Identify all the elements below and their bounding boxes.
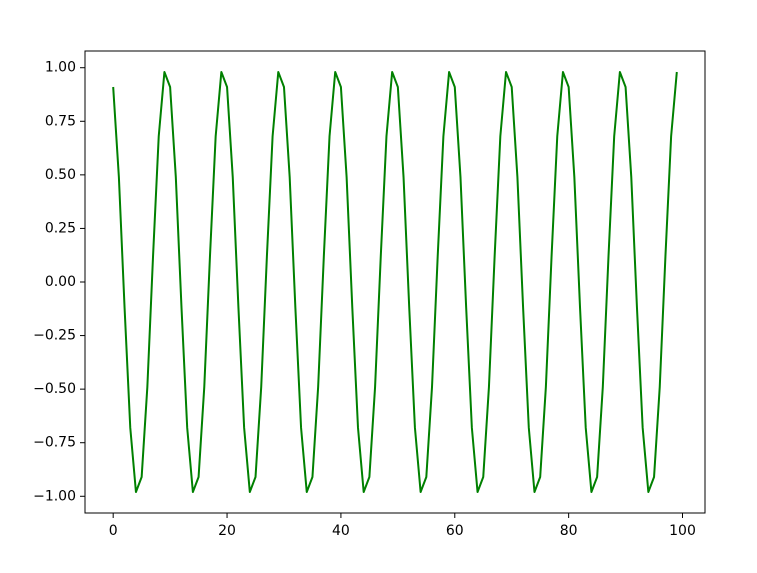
y-tick-label: −0.75 bbox=[33, 435, 76, 451]
x-tick-label: 100 bbox=[669, 523, 696, 539]
x-tick-label: 60 bbox=[446, 523, 464, 539]
plot-frame bbox=[84, 50, 706, 514]
x-tick-label: 40 bbox=[332, 523, 350, 539]
y-tick-label: 0.00 bbox=[45, 274, 76, 290]
y-tick-label: −1.00 bbox=[33, 488, 76, 504]
y-tick-label: −0.50 bbox=[33, 381, 76, 397]
y-tick-label: 0.50 bbox=[45, 167, 76, 183]
x-tick-label: 80 bbox=[560, 523, 578, 539]
y-tick-label: 0.75 bbox=[45, 113, 76, 129]
x-tick-label: 0 bbox=[109, 523, 118, 539]
y-tick-label: 1.00 bbox=[45, 60, 76, 76]
y-tick-label: 0.25 bbox=[45, 220, 76, 236]
x-tick-label: 20 bbox=[218, 523, 236, 539]
line-series bbox=[112, 71, 678, 493]
y-tick-label: −0.25 bbox=[33, 328, 76, 344]
